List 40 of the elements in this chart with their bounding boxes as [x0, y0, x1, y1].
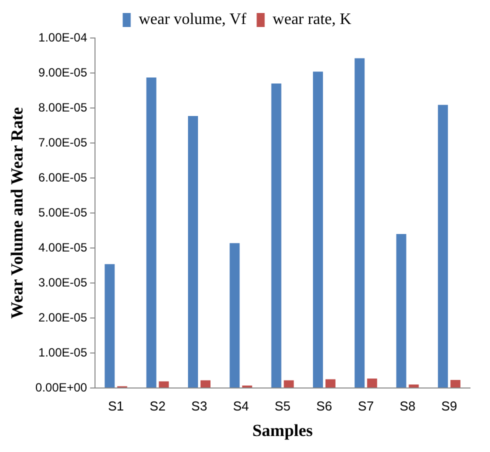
bar: [450, 380, 460, 388]
x-tick-label: S4: [232, 398, 249, 414]
bar: [271, 84, 282, 388]
bar: [200, 380, 210, 388]
x-tick-label: S1: [108, 398, 124, 414]
x-tick-label: S3: [191, 398, 208, 414]
y-tick-label: 1.00E-05: [38, 345, 88, 360]
y-tick-label: 6.00E-05: [38, 170, 88, 184]
bar: [325, 379, 336, 388]
bar: [230, 243, 240, 388]
bar: [408, 384, 419, 388]
y-tick-label: 9.00E-05: [38, 65, 88, 80]
bar: [146, 78, 156, 388]
bar: [312, 72, 323, 388]
bar: [284, 380, 294, 388]
bar: [354, 58, 365, 388]
y-tick-label: 5.00E-05: [38, 205, 88, 220]
legend-label: wear rate, K: [272, 11, 352, 28]
y-tick-label: 8.00E-05: [38, 100, 88, 114]
bar: [367, 378, 378, 388]
x-tick-label: S9: [441, 398, 458, 414]
y-tick-label: 1.00E-04: [38, 30, 88, 44]
y-tick-label: 4.00E-05: [38, 240, 88, 254]
y-tick-label: 0.00E+00: [35, 380, 88, 394]
x-axis-title: Samples: [252, 421, 314, 440]
y-tick-label: 3.00E-05: [38, 275, 88, 290]
bar: [104, 264, 115, 388]
x-tick-label: S2: [150, 398, 166, 414]
bar: [158, 381, 169, 388]
y-tick-label: 2.00E-05: [38, 310, 88, 324]
legend-label: wear volume, Vf: [138, 11, 248, 28]
x-tick-label: S6: [316, 398, 332, 414]
x-tick-label: S5: [274, 398, 291, 414]
bar: [188, 116, 198, 388]
bar: [438, 104, 448, 388]
x-tick-label: S7: [358, 398, 374, 414]
y-tick-label: 7.00E-05: [38, 135, 88, 150]
bar: [396, 234, 406, 388]
y-axis-title: Wear Volume and Wear Rate: [8, 106, 27, 319]
x-tick-label: S8: [400, 398, 416, 414]
